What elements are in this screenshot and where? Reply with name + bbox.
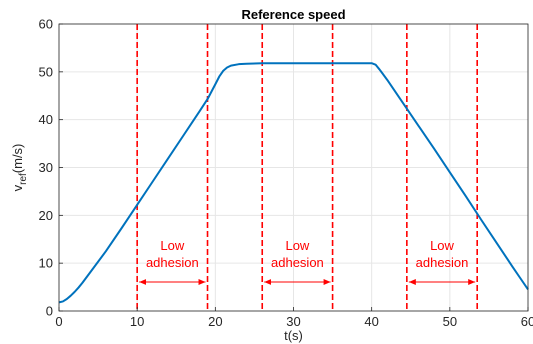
x-tick-label: 20 <box>208 314 222 329</box>
series-layer <box>58 62 529 304</box>
y-tick-label: 0 <box>46 304 53 319</box>
low-adhesion-label-line2: adhesion <box>146 255 199 270</box>
annotations: Low adhesion Low adhesion Low adhesion <box>139 238 476 285</box>
y-axis-ticks: 0 10 20 30 40 50 60 <box>39 17 63 319</box>
low-adhesion-label-line2: adhesion <box>416 255 469 270</box>
low-adhesion-label-line1: Low <box>285 238 309 253</box>
x-tick-label: 30 <box>286 314 300 329</box>
y-axis-label: vref(m/s) <box>10 144 29 192</box>
x-tick-label: 60 <box>521 314 533 329</box>
y-tick-label: 30 <box>39 160 53 175</box>
y-tick-label: 40 <box>39 112 53 127</box>
low-adhesion-boundaries <box>136 24 478 311</box>
x-tick-label: 10 <box>130 314 144 329</box>
y-tick-label: 50 <box>39 64 53 79</box>
y-axis-label-unit: (m/s) <box>10 144 25 174</box>
y-axis-label-main: v <box>10 184 25 191</box>
low-adhesion-label-line2: adhesion <box>271 255 324 270</box>
low-adhesion-label-line1: Low <box>430 238 454 253</box>
x-tick-label: 50 <box>443 314 457 329</box>
x-tick-label: 0 <box>55 314 62 329</box>
low-adhesion-label-line1: Low <box>160 238 184 253</box>
x-axis-label: t(s) <box>284 328 303 343</box>
y-axis-label-sub: ref <box>18 173 29 185</box>
x-tick-label: 40 <box>364 314 378 329</box>
y-tick-label: 60 <box>39 17 53 32</box>
chart-title: Reference speed <box>241 7 345 22</box>
y-tick-label: 20 <box>39 208 53 223</box>
reference-speed-line <box>58 62 529 304</box>
x-axis-ticks: 0 10 20 30 40 50 60 <box>55 307 533 329</box>
y-tick-label: 10 <box>39 256 53 271</box>
